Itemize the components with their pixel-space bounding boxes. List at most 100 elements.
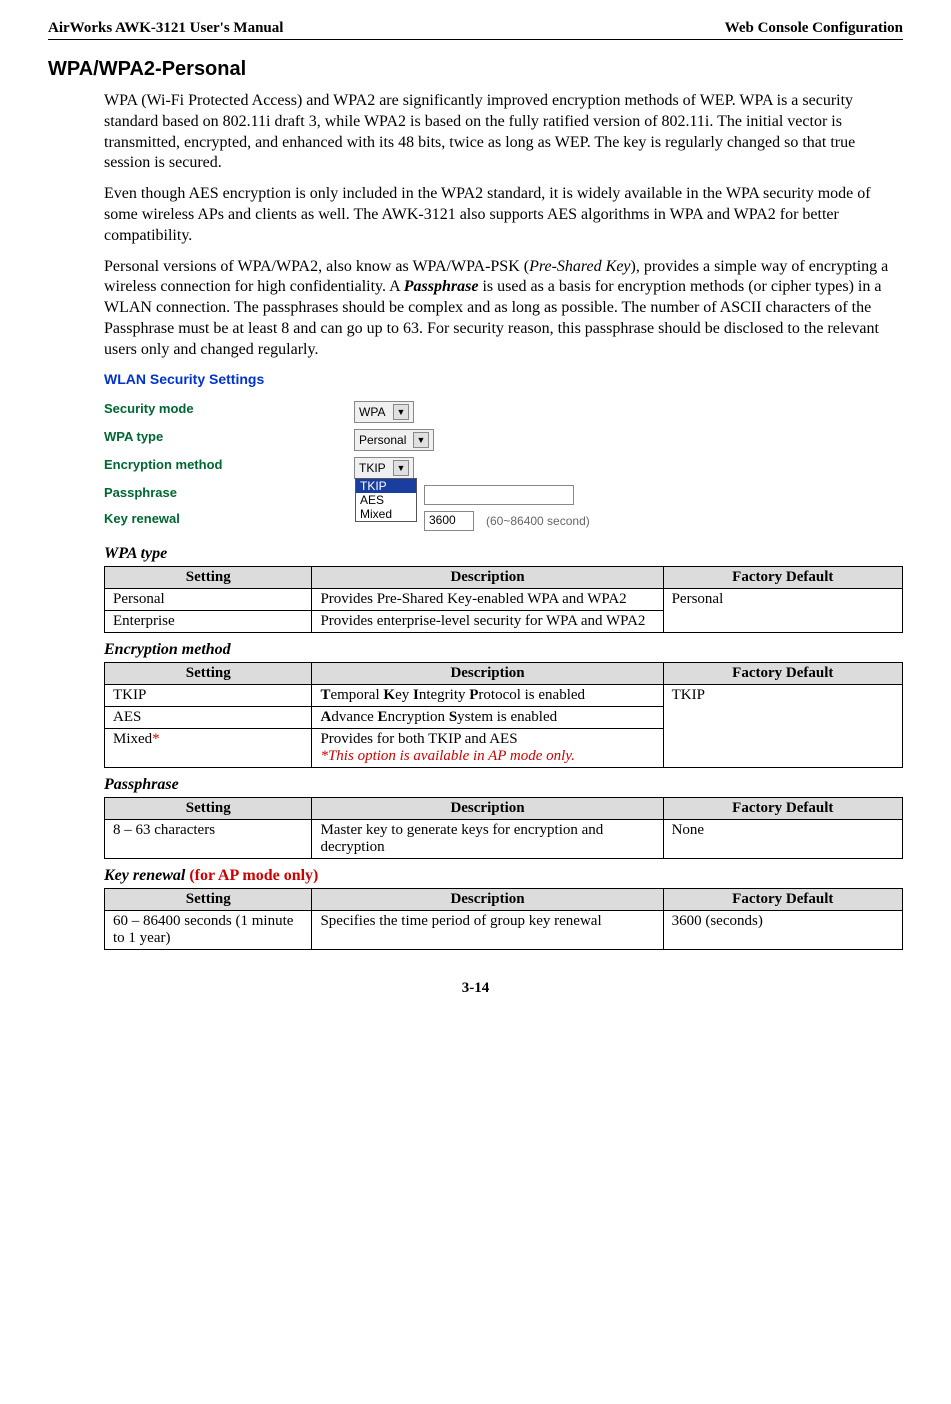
page-number: 3-14 bbox=[48, 980, 903, 997]
t1: emporal bbox=[330, 687, 383, 703]
body-block: WPA (Wi-Fi Protected Access) and WPA2 ar… bbox=[104, 91, 903, 950]
cell-setting: Mixed* bbox=[105, 728, 312, 767]
heading-wpa-type: WPA type bbox=[104, 545, 903, 563]
chevron-down-icon: ▼ bbox=[393, 460, 409, 476]
table-key-renewal: Setting Description Factory Default 60 –… bbox=[104, 888, 903, 950]
heading-key-renewal-main: Key renewal bbox=[104, 867, 189, 884]
cell-setting: Personal bbox=[105, 588, 312, 610]
col-description: Description bbox=[312, 797, 663, 819]
dropdown-security-mode-value: WPA bbox=[359, 405, 385, 419]
page-header: AirWorks AWK-3121 User's Manual Web Cons… bbox=[48, 20, 903, 40]
b1: A bbox=[320, 709, 331, 725]
row-key-renewal: Key renewal 3600 (60~86400 second) bbox=[104, 511, 903, 531]
cell-description: Specifies the time period of group key r… bbox=[312, 910, 663, 949]
paragraph-2: Even though AES encryption is only inclu… bbox=[104, 184, 903, 246]
col-setting: Setting bbox=[105, 662, 312, 684]
label-key-renewal: Key renewal bbox=[104, 511, 354, 526]
t2: ey bbox=[395, 687, 413, 703]
header-right: Web Console Configuration bbox=[725, 20, 903, 37]
p3-part-a: Personal versions of WPA/WPA2, also know… bbox=[104, 258, 529, 275]
heading-encryption-method: Encryption method bbox=[104, 641, 903, 659]
note-mixed: *This option is available in AP mode onl… bbox=[320, 748, 574, 764]
paragraph-1: WPA (Wi-Fi Protected Access) and WPA2 ar… bbox=[104, 91, 903, 174]
option-mixed[interactable]: Mixed bbox=[356, 507, 416, 521]
cell-setting: TKIP bbox=[105, 684, 312, 706]
option-aes[interactable]: AES bbox=[356, 493, 416, 507]
t1: dvance bbox=[331, 709, 377, 725]
heading-passphrase: Passphrase bbox=[104, 776, 903, 794]
dropdown-wpa-type[interactable]: Personal ▼ bbox=[354, 429, 434, 451]
dropdown-encryption-method[interactable]: TKIP ▼ TKIP AES Mixed bbox=[354, 457, 414, 479]
table-wpa-type: Setting Description Factory Default Pers… bbox=[104, 566, 903, 633]
hint-key-renewal: (60~86400 second) bbox=[486, 514, 590, 528]
p3-psk: Pre-Shared Key bbox=[529, 258, 630, 275]
col-factory-default: Factory Default bbox=[663, 888, 902, 910]
dropdown-security-mode[interactable]: WPA ▼ bbox=[354, 401, 414, 423]
table-row: 8 – 63 characters Master key to generate… bbox=[105, 819, 903, 858]
desc-mixed: Provides for both TKIP and AES bbox=[320, 731, 517, 747]
row-passphrase: Passphrase bbox=[104, 485, 903, 505]
row-wpa-type: WPA type Personal ▼ bbox=[104, 429, 903, 451]
dropdown-wpa-type-value: Personal bbox=[359, 433, 406, 447]
dropdown-encryption-method-list: TKIP AES Mixed bbox=[355, 478, 417, 522]
cell-setting: AES bbox=[105, 706, 312, 728]
table-row: 60 – 86400 seconds (1 minute to 1 year) … bbox=[105, 910, 903, 949]
screenshot-title: WLAN Security Settings bbox=[104, 371, 903, 387]
b1: T bbox=[320, 687, 330, 703]
col-setting: Setting bbox=[105, 566, 312, 588]
col-description: Description bbox=[312, 888, 663, 910]
b2: E bbox=[378, 709, 388, 725]
col-setting: Setting bbox=[105, 888, 312, 910]
t3: ntegrity bbox=[419, 687, 469, 703]
col-description: Description bbox=[312, 662, 663, 684]
setting-mixed: Mixed bbox=[113, 731, 152, 747]
col-factory-default: Factory Default bbox=[663, 662, 902, 684]
cell-description: Provides Pre-Shared Key-enabled WPA and … bbox=[312, 588, 663, 610]
cell-description: Provides enterprise-level security for W… bbox=[312, 610, 663, 632]
cell-description: Provides for both TKIP and AES *This opt… bbox=[312, 728, 663, 767]
b2: K bbox=[383, 687, 395, 703]
p3-passphrase: Passphrase bbox=[404, 278, 479, 295]
paragraph-3: Personal versions of WPA/WPA2, also know… bbox=[104, 257, 903, 361]
t4: rotocol is enabled bbox=[478, 687, 585, 703]
page: AirWorks AWK-3121 User's Manual Web Cons… bbox=[0, 0, 951, 1037]
label-wpa-type: WPA type bbox=[104, 429, 354, 444]
section-title: WPA/WPA2-Personal bbox=[48, 58, 903, 81]
table-header-row: Setting Description Factory Default bbox=[105, 888, 903, 910]
heading-key-renewal: Key renewal (for AP mode only) bbox=[104, 867, 903, 885]
option-tkip[interactable]: TKIP bbox=[356, 479, 416, 493]
label-passphrase: Passphrase bbox=[104, 485, 354, 500]
cell-factory-default: TKIP bbox=[663, 684, 902, 767]
label-encryption-method: Encryption method bbox=[104, 457, 354, 472]
b3: S bbox=[449, 709, 457, 725]
t3: ystem is enabled bbox=[457, 709, 557, 725]
row-encryption-method: Encryption method TKIP ▼ TKIP AES Mixed bbox=[104, 457, 903, 479]
wlan-screenshot: WLAN Security Settings Security mode WPA… bbox=[104, 371, 903, 531]
cell-factory-default: 3600 (seconds) bbox=[663, 910, 902, 949]
col-factory-default: Factory Default bbox=[663, 797, 902, 819]
t2: ncryption bbox=[388, 709, 449, 725]
cell-setting: Enterprise bbox=[105, 610, 312, 632]
cell-description: Advance Encryption System is enabled bbox=[312, 706, 663, 728]
header-left: AirWorks AWK-3121 User's Manual bbox=[48, 20, 283, 37]
row-security-mode: Security mode WPA ▼ bbox=[104, 401, 903, 423]
table-header-row: Setting Description Factory Default bbox=[105, 797, 903, 819]
table-header-row: Setting Description Factory Default bbox=[105, 566, 903, 588]
input-key-renewal[interactable]: 3600 bbox=[424, 511, 474, 531]
cell-setting: 60 – 86400 seconds (1 minute to 1 year) bbox=[105, 910, 312, 949]
col-setting: Setting bbox=[105, 797, 312, 819]
cell-setting: 8 – 63 characters bbox=[105, 819, 312, 858]
table-passphrase: Setting Description Factory Default 8 – … bbox=[104, 797, 903, 859]
col-factory-default: Factory Default bbox=[663, 566, 902, 588]
table-row: TKIP Temporal Key Integrity Protocol is … bbox=[105, 684, 903, 706]
cell-factory-default: None bbox=[663, 819, 902, 858]
dropdown-encryption-method-value: TKIP bbox=[359, 461, 386, 475]
label-security-mode: Security mode bbox=[104, 401, 354, 416]
table-row: Personal Provides Pre-Shared Key-enabled… bbox=[105, 588, 903, 610]
heading-key-renewal-red: (for AP mode only) bbox=[189, 867, 318, 884]
input-passphrase[interactable] bbox=[424, 485, 574, 505]
chevron-down-icon: ▼ bbox=[393, 404, 409, 420]
cell-description: Temporal Key Integrity Protocol is enabl… bbox=[312, 684, 663, 706]
chevron-down-icon: ▼ bbox=[413, 432, 429, 448]
table-encryption-method: Setting Description Factory Default TKIP… bbox=[104, 662, 903, 768]
